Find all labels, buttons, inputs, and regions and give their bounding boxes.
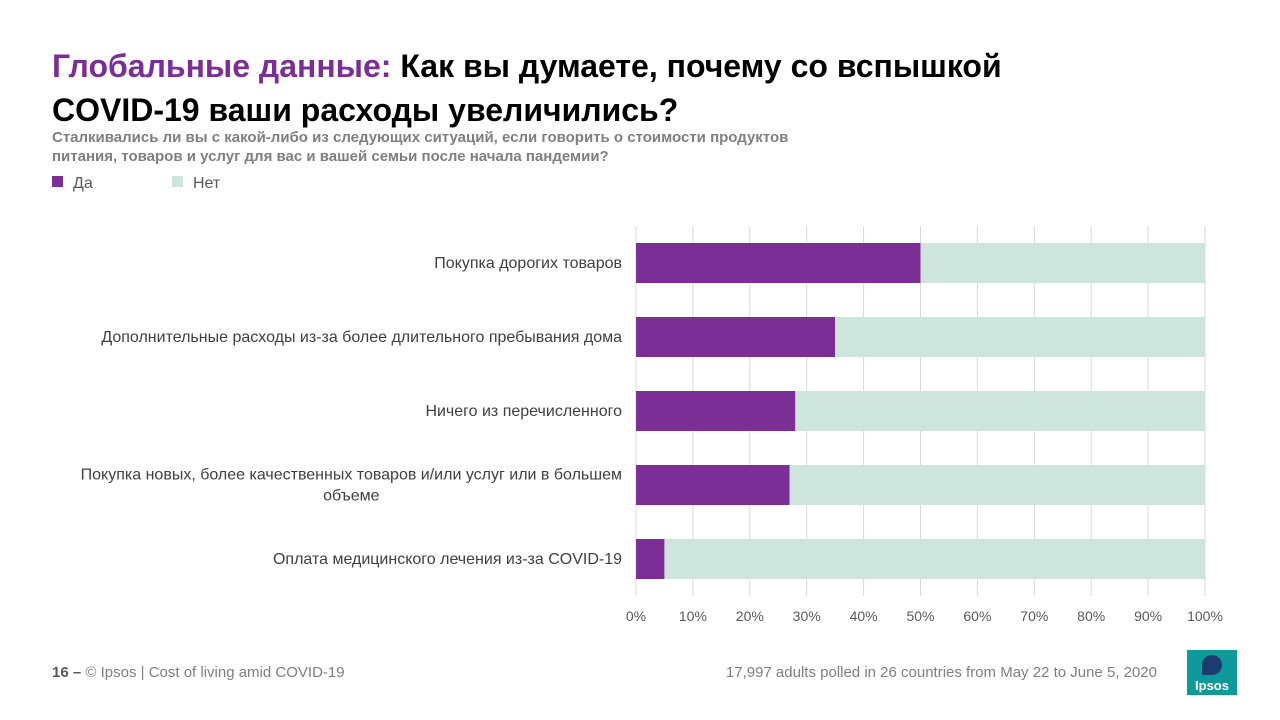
page-subtitle: Сталкивались ли вы с какой-либо из следу… bbox=[52, 129, 789, 165]
x-tick-label: 70% bbox=[1020, 608, 1048, 624]
x-tick-label: 10% bbox=[679, 608, 707, 624]
bar-yes bbox=[636, 465, 790, 505]
page-title-main: Как вы думаете, почему со вспышкой COVID… bbox=[52, 48, 1002, 128]
legend-item-no: Нет bbox=[172, 175, 220, 193]
x-tick-label: 30% bbox=[793, 608, 821, 624]
category-label: Покупка дорогих товаров bbox=[434, 255, 622, 272]
x-tick-label: 50% bbox=[906, 608, 934, 624]
category-label: Ничего из перечисленного bbox=[425, 403, 622, 420]
bar-yes bbox=[636, 317, 836, 357]
legend-swatch-yes bbox=[52, 176, 63, 188]
bar-no bbox=[664, 539, 1205, 579]
x-tick-label: 100% bbox=[1187, 608, 1223, 624]
category-label: Дополнительные расходы из-за более длите… bbox=[101, 329, 622, 346]
category-label: Покупка новых, более качественных товаро… bbox=[81, 467, 622, 505]
footer-source-text: © Ipsos | Cost of living amid COVID-19 bbox=[85, 664, 345, 681]
footer-page-number: 16 – bbox=[52, 664, 82, 681]
x-tick-label: 60% bbox=[963, 608, 991, 624]
bar-yes bbox=[636, 243, 921, 283]
footer-source: 16 – © Ipsos | Cost of living amid COVID… bbox=[52, 664, 345, 681]
bar-yes bbox=[636, 539, 665, 579]
bar-no bbox=[789, 465, 1205, 505]
page-title: Глобальные данные: Как вы думаете, почем… bbox=[52, 44, 1052, 132]
bar-yes bbox=[636, 391, 796, 431]
bar-no bbox=[795, 391, 1205, 431]
legend-item-yes: Да bbox=[52, 175, 93, 193]
bar-no bbox=[835, 317, 1205, 357]
logo-text: Ipsos bbox=[1195, 678, 1229, 693]
x-tick-label: 80% bbox=[1077, 608, 1105, 624]
footer-note: 17,997 adults polled in 26 countries fro… bbox=[725, 664, 1157, 681]
ipsos-logo: Ipsos bbox=[1187, 650, 1237, 695]
x-tick-label: 40% bbox=[850, 608, 878, 624]
logo-mark-icon bbox=[1202, 655, 1222, 675]
legend-label-no: Нет bbox=[193, 175, 221, 192]
category-label: Оплата медицинского лечения из-за COVID-… bbox=[273, 551, 622, 568]
x-tick-label: 20% bbox=[736, 608, 764, 624]
stacked-bar-chart: 0% 10% 20% 30% 40% 50% 60% 70% 80% 90% 100% Покупка… bbox=[81, 226, 1223, 624]
legend-label-yes: Да bbox=[73, 175, 93, 192]
x-tick-label: 90% bbox=[1134, 608, 1162, 624]
legend-swatch-no bbox=[172, 176, 183, 188]
x-tick-label: 0% bbox=[626, 608, 646, 624]
page-title-accent: Глобальные данные: bbox=[52, 48, 392, 84]
bar-no bbox=[920, 243, 1205, 283]
